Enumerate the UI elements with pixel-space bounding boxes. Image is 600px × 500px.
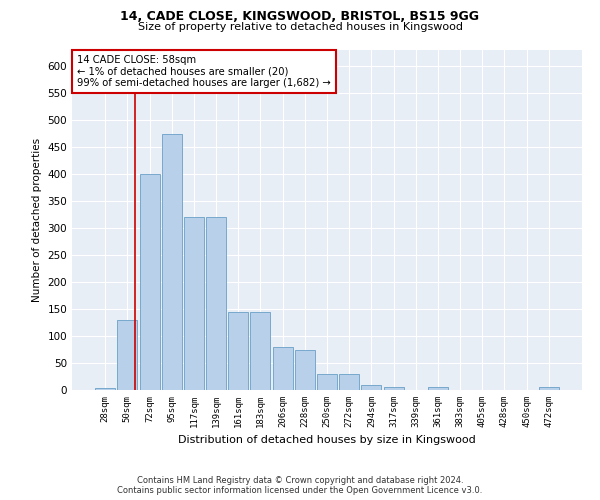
Bar [162,134,182,390]
Bar [95,388,115,390]
X-axis label: Distribution of detached houses by size in Kingswood: Distribution of detached houses by size … [178,436,476,446]
Text: Size of property relative to detached houses in Kingswood: Size of property relative to detached ho… [137,22,463,32]
Bar [361,384,382,390]
Bar [539,388,559,390]
Y-axis label: Number of detached properties: Number of detached properties [32,138,42,302]
Bar [228,312,248,390]
Bar [295,350,315,390]
Bar [140,174,160,390]
Bar [339,374,359,390]
Bar [206,218,226,390]
Bar [250,312,271,390]
Bar [118,320,137,390]
Bar [428,388,448,390]
Text: Contains HM Land Registry data © Crown copyright and database right 2024.
Contai: Contains HM Land Registry data © Crown c… [118,476,482,495]
Text: 14 CADE CLOSE: 58sqm
← 1% of detached houses are smaller (20)
99% of semi-detach: 14 CADE CLOSE: 58sqm ← 1% of detached ho… [77,55,331,88]
Bar [317,374,337,390]
Bar [272,347,293,390]
Bar [184,218,204,390]
Bar [383,388,404,390]
Text: 14, CADE CLOSE, KINGSWOOD, BRISTOL, BS15 9GG: 14, CADE CLOSE, KINGSWOOD, BRISTOL, BS15… [121,10,479,23]
